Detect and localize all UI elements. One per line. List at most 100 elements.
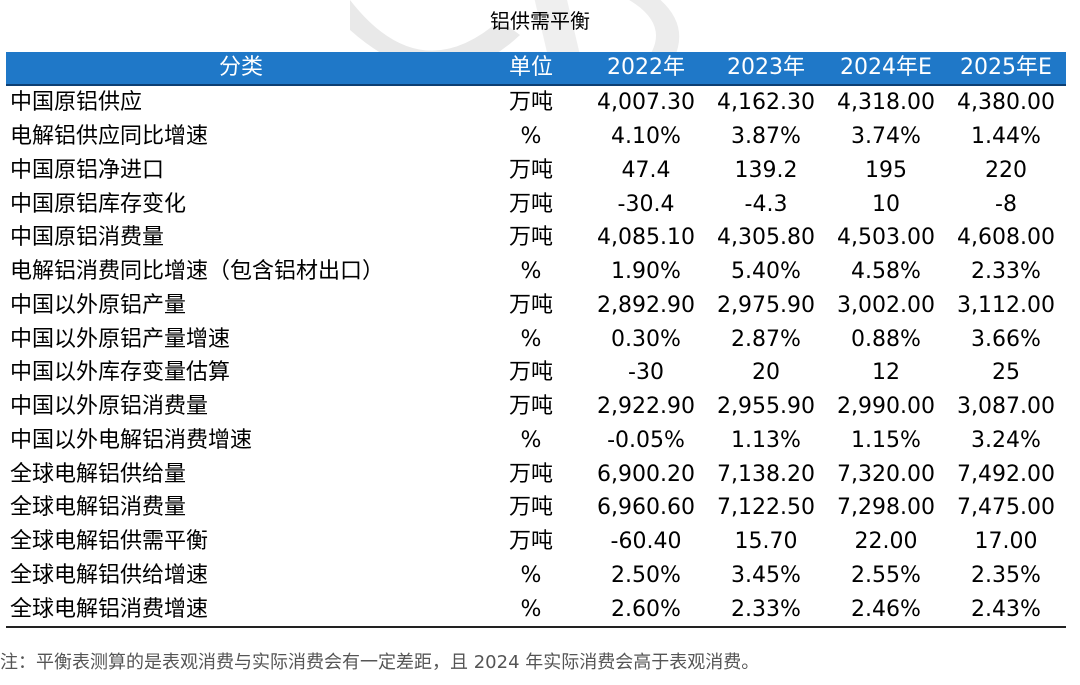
table-row: 中国原铝消费量 万吨 4,085.10 4,305.80 4,503.00 4,608.0…	[6, 221, 1066, 255]
supply-demand-table: 分类 单位 2022年 2023年 2024年E 2025年E 中国原铝供应 万吨…	[6, 52, 1066, 628]
unit-cell: 万吨	[508, 90, 553, 116]
value-2024e: 3.74%	[851, 124, 921, 150]
value-2024e: 12	[872, 360, 900, 386]
row-label: 全球电解铝消费量	[10, 495, 187, 521]
value-2023: 4,305.80	[717, 225, 815, 251]
value-2023: 2.33%	[706, 592, 826, 628]
value-2024e: 0.88%	[851, 326, 921, 352]
value-2023: 4,162.30	[717, 90, 815, 116]
value-2023: 1.13%	[731, 427, 801, 453]
value-2023: 3.45%	[731, 562, 801, 588]
row-label: 全球电解铝消费增速	[6, 592, 476, 628]
value-2024e: 7,298.00	[837, 495, 935, 521]
row-label: 电解铝消费同比增速（包含铝材出口）	[10, 259, 385, 285]
value-2025e: 7,492.00	[957, 461, 1055, 487]
table-row: 中国以外电解铝消费增速% -0.05% 1.13% 1.15% 3.24%	[6, 424, 1066, 458]
unit-cell: 万吨	[508, 157, 553, 183]
value-2022: 6,960.60	[597, 495, 695, 521]
value-2022: -0.05%	[607, 427, 685, 453]
unit-cell: %	[520, 326, 542, 352]
value-2025e: 3.24%	[971, 427, 1041, 453]
value-2022: -30	[628, 360, 664, 386]
value-2022: 1.90%	[611, 259, 681, 285]
table-row: 全球电解铝供需平衡 万吨 -60.40 15.70 22.00 17.00	[6, 525, 1066, 559]
table-row: 全球电解铝消费量 万吨 6,960.60 7,122.50 7,298.00 7,475.…	[6, 491, 1066, 525]
table-row: 全球电解铝消费增速% 2.60% 2.33% 2.46% 2.43%	[6, 592, 1066, 628]
value-2023: 3.87%	[731, 124, 801, 150]
value-2025e: 17.00	[974, 529, 1038, 555]
unit-cell: 万吨	[508, 360, 553, 386]
header-2022: 2022年	[586, 52, 706, 86]
value-2022: 2,892.90	[597, 292, 695, 318]
value-2024e: 195	[865, 157, 907, 183]
page-title: 铝供需平衡	[490, 9, 590, 33]
row-label: 中国原铝供应	[10, 90, 143, 116]
row-label: 中国以外库存变量估算	[10, 360, 231, 386]
value-2025e: 4,380.00	[957, 90, 1055, 116]
table-row: 中国原铝供应 万吨 4,007.30 4,162.30 4,318.00 4,380.00	[6, 85, 1066, 120]
table-row: 全球电解铝供给量 万吨 6,900.20 7,138.20 7,320.00 7,492.…	[6, 457, 1066, 491]
row-label: 全球电解铝供给量	[10, 461, 187, 487]
table-row: 电解铝供应同比增速% 4.10% 3.87% 3.74% 1.44%	[6, 120, 1066, 154]
row-label: 中国原铝消费量	[10, 225, 165, 251]
value-2023: 2,955.90	[717, 394, 815, 420]
value-2023: -4.3	[744, 191, 788, 217]
row-label: 中国原铝库存变化	[10, 191, 187, 217]
footnote: 注：平衡表测算的是表观消费与实际消费会有一定差距，且 2024 年实际消费会高于…	[0, 652, 760, 673]
unit-cell: %	[520, 427, 542, 453]
unit-cell: 万吨	[508, 394, 553, 420]
value-2025e: 3,087.00	[957, 394, 1055, 420]
value-2024e: 4,318.00	[837, 90, 935, 116]
row-label: 中国以外原铝消费量	[10, 394, 209, 420]
value-2025e: 3,112.00	[957, 292, 1055, 318]
unit-cell: 万吨	[508, 529, 553, 555]
value-2024e: 1.15%	[851, 427, 921, 453]
table-row: 全球电解铝供给增速% 2.50% 3.45% 2.55% 2.35%	[6, 559, 1066, 593]
value-2024e: 2,990.00	[837, 394, 935, 420]
header-category: 分类	[6, 52, 476, 86]
value-2023: 20	[752, 360, 780, 386]
value-2022: 2.60%	[586, 592, 706, 628]
value-2022: 4,007.30	[597, 90, 695, 116]
table-row: 中国以外原铝消费量 万吨 2,922.90 2,955.90 2,990.00 3,087…	[6, 390, 1066, 424]
value-2024e: 4.58%	[851, 259, 921, 285]
unit-cell: %	[520, 259, 542, 285]
table-row: 中国以外原铝产量增速% 0.30% 2.87% 0.88% 3.66%	[6, 322, 1066, 356]
value-2023: 15.70	[734, 529, 798, 555]
value-2022: 0.30%	[611, 326, 681, 352]
value-2024e: 4,503.00	[837, 225, 935, 251]
table-row: 电解铝消费同比增速（包含铝材出口）% 1.90% 5.40% 4.58% 2.33%	[6, 255, 1066, 289]
value-2025e: 25	[992, 360, 1020, 386]
value-2025e: 7,475.00	[957, 495, 1055, 521]
value-2024e: 2.46%	[826, 592, 946, 628]
value-2025e: 2.35%	[971, 562, 1041, 588]
header-unit: 单位	[476, 52, 586, 86]
table-row: 中国以外原铝产量 万吨 2,892.90 2,975.90 3,002.00 3,112.…	[6, 289, 1066, 323]
value-2022: 4.10%	[611, 124, 681, 150]
value-2022: 2,922.90	[597, 394, 695, 420]
table-row: 中国以外库存变量估算 万吨 -30 20 12 25	[6, 356, 1066, 390]
row-label: 中国原铝净进口	[10, 157, 165, 183]
table-row: 中国原铝库存变化 万吨 -30.4 -4.3 10 -8	[6, 187, 1066, 221]
unit-cell: 万吨	[508, 225, 553, 251]
row-label: 中国以外原铝产量增速	[10, 326, 231, 352]
value-2023: 7,138.20	[717, 461, 815, 487]
header-2023: 2023年	[706, 52, 826, 86]
value-2024e: 3,002.00	[837, 292, 935, 318]
value-2025e: 2.43%	[946, 592, 1066, 628]
row-label: 中国以外电解铝消费增速	[10, 427, 253, 453]
value-2025e: 4,608.00	[957, 225, 1055, 251]
unit-cell: %	[520, 562, 542, 588]
value-2023: 5.40%	[731, 259, 801, 285]
unit-cell: 万吨	[508, 292, 553, 318]
value-2023: 2,975.90	[717, 292, 815, 318]
row-label: 电解铝供应同比增速	[10, 124, 209, 150]
value-2022: 6,900.20	[597, 461, 695, 487]
header-2025e: 2025年E	[946, 52, 1066, 86]
header-2024e: 2024年E	[826, 52, 946, 86]
value-2025e: 1.44%	[971, 124, 1041, 150]
unit-cell: 万吨	[508, 461, 553, 487]
unit-cell: %	[520, 124, 542, 150]
value-2023: 139.2	[734, 157, 798, 183]
value-2024e: 2.55%	[851, 562, 921, 588]
